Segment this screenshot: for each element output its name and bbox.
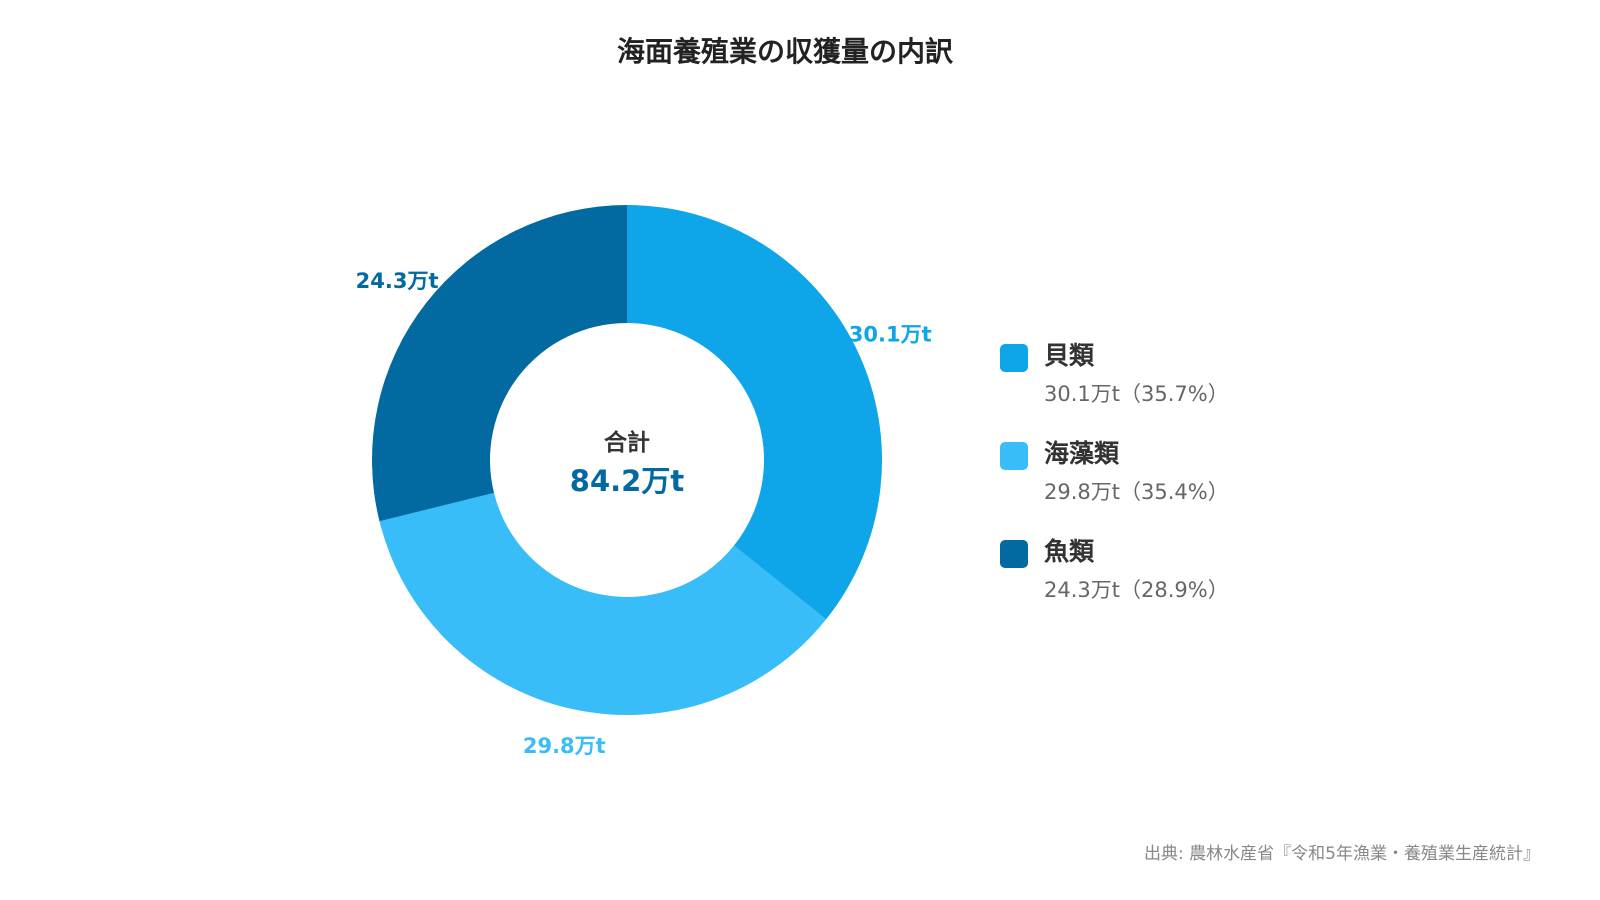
center-total: 84.2万t [570, 464, 685, 498]
source-note: 出典: 農林水産省『令和5年漁業・養殖業生産統計』 [1144, 844, 1540, 864]
legend-label: 貝類 [1044, 341, 1095, 370]
legend-swatch [1000, 442, 1028, 470]
slice-2 [371, 205, 627, 522]
slice-0 [627, 205, 883, 620]
legend-label: 海藻類 [1044, 439, 1120, 468]
legend-value: 24.3万t（28.9%） [1044, 578, 1229, 602]
chart-title: 海面養殖業の収獲量の内訳 [616, 35, 953, 68]
legend-value: 30.1万t（35.7%） [1044, 382, 1229, 406]
slice-value-label: 30.1万t [849, 323, 932, 347]
legend-value: 29.8万t（35.4%） [1044, 480, 1229, 504]
legend-label: 魚類 [1044, 537, 1095, 566]
center-label: 合計 [604, 429, 650, 456]
slice-value-label: 24.3万t [356, 269, 439, 293]
slice-1 [379, 492, 827, 716]
legend-swatch [1000, 344, 1028, 372]
legend-swatch [1000, 540, 1028, 568]
slice-value-label: 29.8万t [523, 734, 606, 758]
